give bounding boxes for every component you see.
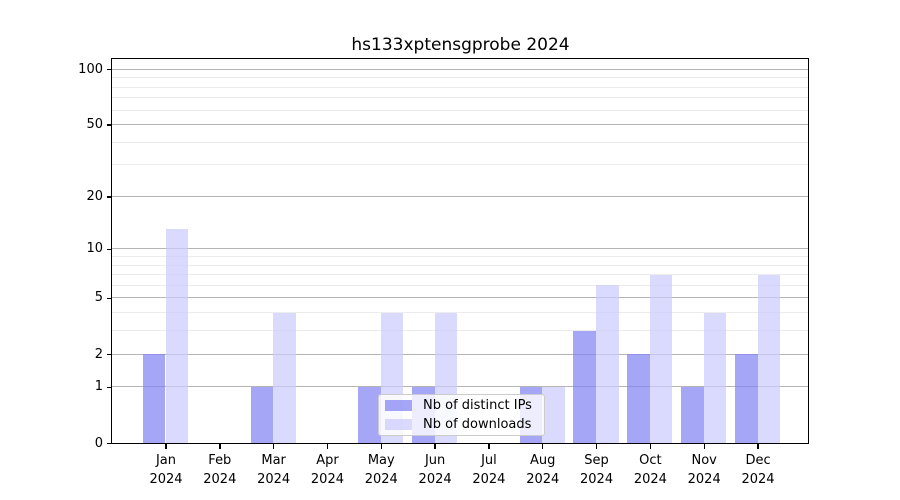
x-tick-label-jun: Jun 2024 <box>418 453 452 487</box>
bar-distinct-ips-may <box>358 386 381 443</box>
x-tick-mark-may <box>380 444 382 449</box>
gridline-minor-90 <box>112 77 808 79</box>
bar-distinct-ips-sep <box>573 330 597 443</box>
x-tick-label-aug: Aug 2024 <box>526 453 560 487</box>
legend-swatch-downloads <box>385 419 412 430</box>
gridline-minor-4 <box>112 312 808 314</box>
y-tick-mark-100 <box>106 69 111 71</box>
x-tick-mark-oct <box>649 444 652 449</box>
bar-downloads-oct <box>649 274 673 443</box>
gridline-minor-6 <box>112 284 808 286</box>
x-tick-mark-jun <box>434 444 436 449</box>
x-tick-label-nov: Nov 2024 <box>687 453 721 487</box>
x-tick-label-may: May 2024 <box>364 453 398 487</box>
x-tick-label-mar: Mar 2024 <box>257 453 291 487</box>
gridline-minor-3 <box>112 330 808 332</box>
y-tick-mark-0 <box>106 442 111 445</box>
gridline-minor-9 <box>112 256 808 258</box>
y-tick-label-20: 20 <box>86 188 103 204</box>
gridline-minor-8 <box>112 264 808 266</box>
gridline-minor-40 <box>112 141 808 143</box>
y-tick-label-1: 1 <box>94 379 103 395</box>
chart-title: hs133xptensgprobe 2024 <box>351 35 570 55</box>
bar-downloads-sep <box>596 285 619 443</box>
gridline-major-10 <box>112 248 808 250</box>
legend: Nb of distinct IPs Nb of downloads <box>378 394 545 436</box>
y-tick-label-100: 100 <box>78 61 103 77</box>
y-tick-mark-2 <box>106 353 111 356</box>
y-tick-mark-50 <box>106 124 111 126</box>
gridline-major-2 <box>112 353 808 355</box>
bar-distinct-ips-mar <box>250 386 274 443</box>
legend-label-distinct-ips: Nb of distinct IPs <box>423 398 532 413</box>
bar-downloads-dec <box>757 274 781 443</box>
gridline-minor-70 <box>112 97 808 99</box>
x-tick-label-feb: Feb 2024 <box>203 453 237 487</box>
x-tick-mark-sep <box>595 444 598 449</box>
x-tick-mark-apr <box>326 444 329 449</box>
legend-item-distinct-ips: Nb of distinct IPs <box>385 399 538 412</box>
y-tick-label-0: 0 <box>94 435 103 451</box>
bar-distinct-ips-nov <box>681 386 704 443</box>
y-tick-mark-20 <box>106 196 111 198</box>
legend-swatch-distinct-ips <box>385 400 412 411</box>
x-tick-label-apr: Apr 2024 <box>310 453 344 487</box>
gridline-minor-7 <box>112 274 808 276</box>
x-tick-label-oct: Oct 2024 <box>633 453 667 487</box>
gridline-minor-30 <box>112 164 808 166</box>
legend-item-downloads: Nb of downloads <box>385 418 538 431</box>
y-tick-label-2: 2 <box>94 346 103 362</box>
legend-label-downloads: Nb of downloads <box>423 417 532 432</box>
gridline-major-5 <box>112 297 808 299</box>
x-tick-label-dec: Dec 2024 <box>741 453 775 487</box>
x-tick-label-jul: Jul 2024 <box>472 453 506 487</box>
gridline-major-100 <box>112 68 808 70</box>
gridline-major-20 <box>112 195 808 197</box>
y-tick-label-50: 50 <box>86 117 103 133</box>
y-tick-label-10: 10 <box>86 241 103 257</box>
y-tick-mark-10 <box>106 248 111 250</box>
bar-distinct-ips-oct <box>627 354 650 443</box>
x-tick-mark-jan <box>165 444 167 449</box>
bar-distinct-ips-dec <box>734 354 758 443</box>
x-tick-mark-aug <box>542 444 544 449</box>
bar-downloads-aug <box>542 386 565 443</box>
x-tick-mark-jul <box>488 444 490 449</box>
gridline-major-1 <box>112 386 808 388</box>
y-tick-mark-5 <box>106 297 111 300</box>
x-tick-label-sep: Sep 2024 <box>580 453 614 487</box>
bar-downloads-nov <box>703 312 727 443</box>
bar-downloads-jan <box>165 229 189 443</box>
gridline-major-50 <box>112 124 808 126</box>
plot-area <box>111 58 809 444</box>
x-tick-mark-nov <box>703 444 705 449</box>
x-tick-mark-dec <box>757 444 759 449</box>
x-tick-label-jan: Jan 2024 <box>149 453 183 487</box>
bar-downloads-mar <box>273 312 296 443</box>
x-tick-mark-feb <box>219 444 221 449</box>
y-tick-mark-1 <box>106 386 111 389</box>
gridline-minor-60 <box>112 109 808 111</box>
x-tick-mark-mar <box>272 444 275 449</box>
y-tick-label-5: 5 <box>94 290 103 306</box>
bar-distinct-ips-jan <box>142 354 166 443</box>
gridline-minor-80 <box>112 86 808 88</box>
